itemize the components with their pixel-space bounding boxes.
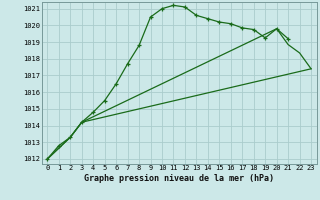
X-axis label: Graphe pression niveau de la mer (hPa): Graphe pression niveau de la mer (hPa) (84, 174, 274, 183)
